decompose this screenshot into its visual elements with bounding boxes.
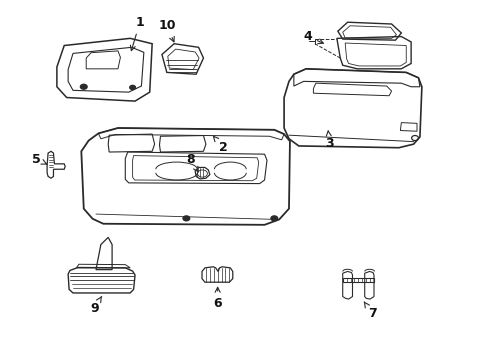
Text: 3: 3 [325,131,334,150]
Circle shape [183,216,190,221]
Text: 1: 1 [130,16,145,51]
Text: 8: 8 [186,153,198,172]
Circle shape [130,85,136,90]
Text: 10: 10 [158,19,175,42]
Text: 9: 9 [90,296,101,315]
Text: 5: 5 [32,153,47,166]
Text: 4: 4 [303,30,323,44]
Text: 6: 6 [213,287,222,310]
Text: 7: 7 [364,302,376,320]
Circle shape [271,216,278,221]
Circle shape [80,84,87,89]
Text: 2: 2 [214,136,227,153]
